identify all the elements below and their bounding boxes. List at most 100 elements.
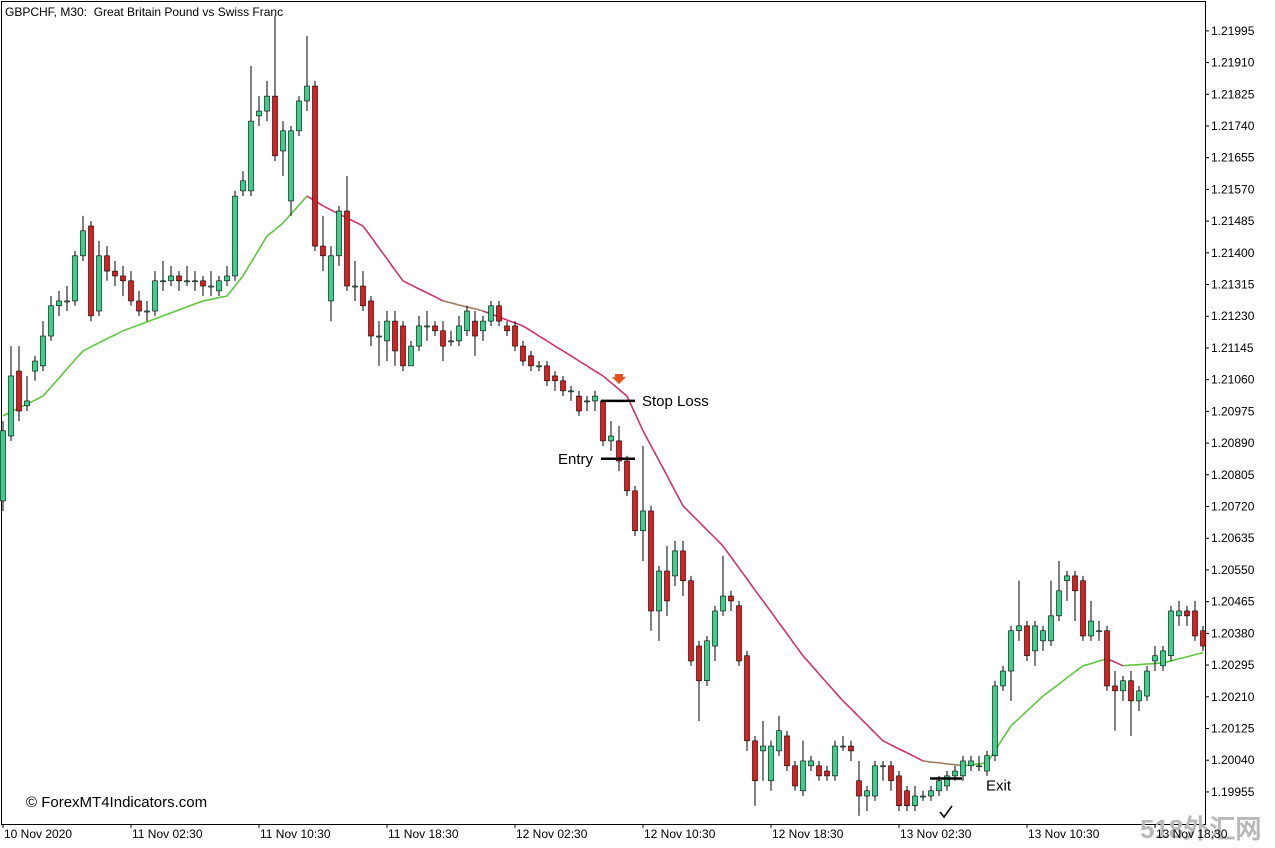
- chart-title: GBPCHF, M30: Great Britain Pound vs Swis…: [5, 5, 283, 19]
- ma-segment: [466, 306, 476, 310]
- ma-segment: [898, 748, 908, 754]
- candle-body: [944, 775, 950, 787]
- candle-body: [752, 740, 758, 782]
- candle-body: [400, 325, 406, 367]
- candle-body: [384, 320, 390, 342]
- y-tick-label: 1.21230: [1211, 309, 1255, 323]
- candle-body: [840, 745, 846, 748]
- candle-body: [1136, 690, 1142, 702]
- candle-body: [848, 745, 854, 752]
- ma-segment: [1178, 656, 1188, 660]
- candle-body: [528, 355, 534, 367]
- ma-segment: [714, 537, 724, 547]
- y-tick-label: 1.20805: [1211, 468, 1255, 482]
- ma-segment: [426, 292, 436, 298]
- y-tick-label: 1.20720: [1211, 500, 1255, 514]
- candle-body: [272, 95, 278, 157]
- candle-body: [448, 340, 454, 343]
- candle-body: [208, 285, 214, 288]
- candle-body: [776, 730, 782, 752]
- ma-segment: [834, 691, 844, 702]
- ma-segment: [298, 195, 308, 206]
- candle-body: [64, 300, 70, 303]
- x-tick-label: 12 Nov 02:30: [516, 827, 588, 841]
- ma-segment: [458, 304, 468, 308]
- candle-body: [832, 745, 838, 777]
- ma-segment: [842, 700, 852, 710]
- ma-segment: [114, 330, 124, 336]
- ma-segment: [402, 280, 412, 286]
- candle-body: [336, 210, 342, 257]
- candle-body: [1112, 685, 1118, 692]
- candle-body: [424, 325, 430, 328]
- candle-body: [536, 365, 542, 368]
- ma-segment: [794, 644, 804, 657]
- ma-segment: [218, 295, 228, 299]
- candle-body: [288, 130, 294, 202]
- candle-body: [872, 765, 878, 797]
- ma-segment: [1050, 683, 1060, 691]
- ma-segment: [570, 355, 580, 362]
- ma-segment: [370, 236, 380, 249]
- candle-body: [48, 305, 54, 337]
- candle-body: [1192, 610, 1198, 637]
- candle-body: [296, 100, 302, 132]
- ma-segment: [362, 225, 372, 238]
- candle-body: [1072, 575, 1078, 592]
- candle-body: [960, 760, 966, 777]
- ma-segment: [266, 229, 276, 237]
- candle-body: [936, 780, 942, 792]
- site-watermark: 518外汇网: [1140, 814, 1261, 844]
- ma-segment: [474, 308, 484, 312]
- candle-body: [192, 280, 198, 283]
- candle-body: [976, 765, 982, 768]
- candle-body: [56, 300, 62, 307]
- candle-body: [312, 85, 318, 247]
- x-tick-label: 12 Nov 18:30: [772, 827, 844, 841]
- ma-segment: [154, 315, 164, 320]
- candle-body: [984, 755, 990, 772]
- candle-body: [1184, 610, 1190, 617]
- candle-body: [88, 225, 94, 317]
- ma-segment: [1194, 651, 1204, 656]
- candle-body: [800, 760, 806, 792]
- ma-segment: [1114, 661, 1124, 667]
- candle-body: [784, 735, 790, 767]
- ma-segment: [202, 298, 212, 302]
- candle-body: [304, 85, 310, 102]
- y-tick-label: 1.21060: [1211, 373, 1255, 387]
- candle-body: [1104, 630, 1110, 687]
- ma-segment: [394, 269, 404, 282]
- ma-segment: [434, 296, 444, 302]
- ma-segment: [1034, 695, 1044, 705]
- ma-segment: [226, 285, 236, 297]
- ma-segment: [1090, 660, 1100, 665]
- candle-body: [1080, 580, 1086, 637]
- candle-body: [512, 325, 518, 347]
- ma-segment: [50, 377, 60, 388]
- y-tick-label: 1.21655: [1211, 151, 1255, 165]
- candle-body: [280, 130, 286, 152]
- candle-body: [600, 400, 606, 442]
- ma-segment: [98, 337, 108, 344]
- ma-segment: [186, 303, 196, 308]
- level-label: Entry: [558, 451, 594, 468]
- y-tick-label: 1.21570: [1211, 182, 1255, 196]
- ma-segment: [562, 350, 572, 357]
- candle-body: [96, 255, 102, 312]
- ma-segment: [1010, 717, 1020, 727]
- ma-segment: [778, 622, 788, 635]
- ma-segment: [1074, 665, 1084, 673]
- ma-segment: [170, 309, 180, 314]
- y-tick-label: 1.21485: [1211, 214, 1255, 228]
- candle-body: [472, 320, 478, 337]
- x-tick-label: 11 Nov 10:30: [260, 827, 331, 841]
- candle-body: [816, 765, 822, 777]
- ma-segment: [890, 744, 900, 750]
- candle-body: [576, 395, 582, 412]
- x-tick-label: 12 Nov 10:30: [644, 827, 716, 841]
- ma-segment: [250, 249, 260, 263]
- y-tick-label: 1.21400: [1211, 246, 1255, 260]
- candle-body: [1040, 630, 1046, 642]
- y-tick-label: 1.20635: [1211, 531, 1255, 545]
